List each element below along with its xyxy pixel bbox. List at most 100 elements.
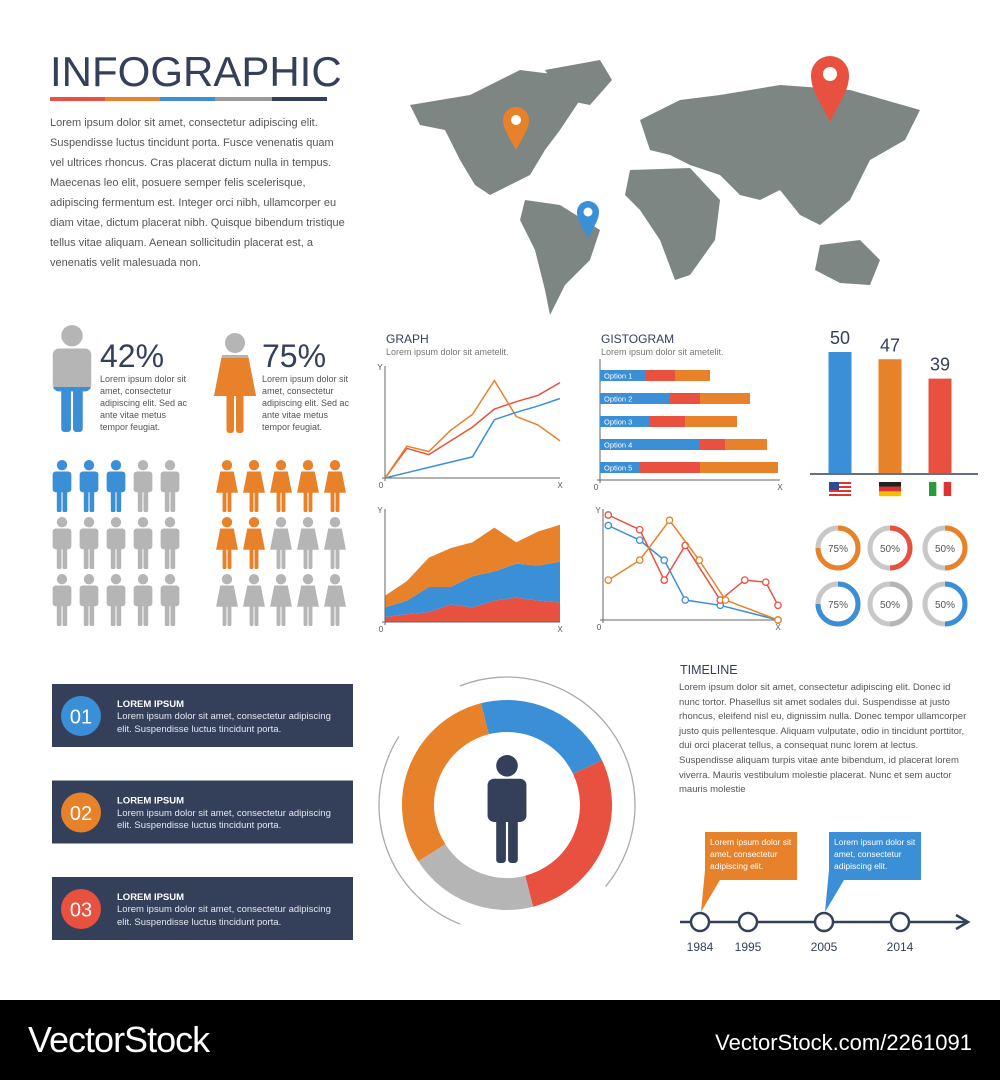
person-icon xyxy=(160,460,180,512)
percent-fill xyxy=(53,387,91,432)
origin-label: 0 xyxy=(597,623,602,632)
person-leg xyxy=(227,547,232,569)
person-leg xyxy=(61,387,71,432)
line-series xyxy=(384,381,561,479)
person-body xyxy=(106,528,126,550)
line-marker xyxy=(635,536,644,545)
flag-stripe xyxy=(879,482,901,487)
person-head xyxy=(496,755,518,777)
person-body xyxy=(243,471,265,493)
person-leg xyxy=(83,490,89,512)
bar-segment xyxy=(685,416,737,427)
person-body xyxy=(214,358,256,396)
person-leg xyxy=(170,490,176,512)
flag-canton xyxy=(829,482,839,490)
step-box xyxy=(52,684,353,747)
person-leg xyxy=(308,490,313,512)
person-leg xyxy=(508,817,518,863)
line-marker xyxy=(604,576,613,584)
person-body xyxy=(52,528,72,550)
value-label: 39 xyxy=(930,355,950,375)
flag-stripe xyxy=(829,484,851,486)
person-head xyxy=(83,574,95,585)
person-head xyxy=(164,517,176,528)
callout-box xyxy=(829,832,921,880)
person-icon xyxy=(297,460,319,512)
chart-subtitle: Lorem ipsum dolor sit ametelit. xyxy=(601,347,724,357)
bar-segment xyxy=(645,370,675,381)
step-title: LOREM IPSUM xyxy=(117,699,184,710)
person-head xyxy=(302,460,314,471)
person-leg xyxy=(276,490,281,512)
person-head xyxy=(221,517,233,528)
person-leg xyxy=(62,547,68,569)
map-pin xyxy=(503,107,529,150)
person-icon xyxy=(106,517,126,569)
step-box xyxy=(52,780,353,844)
map-pin xyxy=(811,56,849,122)
flag-stripe xyxy=(929,482,937,496)
person-body xyxy=(297,585,319,607)
person-head xyxy=(56,460,68,471)
person-head xyxy=(225,333,245,353)
callout-tail xyxy=(701,870,720,912)
bar xyxy=(878,359,902,473)
person-leg xyxy=(227,604,232,626)
map-pin-dot xyxy=(823,67,837,81)
person-body xyxy=(243,585,265,607)
bar-segment xyxy=(600,462,640,473)
step-badge xyxy=(61,792,101,833)
person-icon xyxy=(52,517,72,569)
donut-segment xyxy=(480,700,603,775)
person-head xyxy=(164,574,176,585)
line-marker xyxy=(774,616,782,624)
origin-label: 0 xyxy=(379,625,384,634)
person-head xyxy=(164,460,176,471)
person-head xyxy=(248,574,260,585)
category-label: Option 4 xyxy=(604,441,632,450)
person-leg xyxy=(276,547,281,569)
timeline-title: TIMELINE xyxy=(680,663,738,677)
person-leg xyxy=(281,604,286,626)
person-icon xyxy=(106,460,126,512)
continent xyxy=(625,168,720,280)
ring-arc xyxy=(944,525,968,571)
value-label: 47 xyxy=(880,335,900,355)
person-leg xyxy=(164,604,170,626)
person-head xyxy=(110,460,122,471)
line-marker xyxy=(635,556,644,565)
person-icon xyxy=(160,574,180,626)
donut-arrow xyxy=(378,736,461,925)
line-marker xyxy=(635,525,644,534)
person-leg xyxy=(143,490,149,512)
person-leg xyxy=(222,604,227,626)
line-series xyxy=(384,379,561,479)
person-leg xyxy=(170,604,176,626)
ring-arc xyxy=(815,581,861,627)
person-head xyxy=(248,460,260,471)
underline-segment xyxy=(215,97,272,101)
flag-stripe xyxy=(829,486,851,488)
y-axis-label: Y xyxy=(595,506,601,515)
person-leg xyxy=(249,547,254,569)
step-title: LOREM IPSUM xyxy=(117,892,184,903)
continent xyxy=(520,200,600,315)
ring-arc xyxy=(944,581,968,627)
flag-stripe xyxy=(829,488,851,490)
person-leg xyxy=(330,547,335,569)
line-series xyxy=(384,397,561,479)
percent-caption: Lorem ipsum dolor sit amet, consectetur … xyxy=(100,374,188,432)
person-body xyxy=(106,585,126,607)
person-leg xyxy=(56,604,62,626)
person-head xyxy=(110,574,122,585)
step-number: 01 xyxy=(70,707,92,729)
map-pins xyxy=(503,56,849,238)
person-leg xyxy=(496,817,506,863)
person-icon xyxy=(79,460,99,512)
icon-grid xyxy=(52,460,180,626)
ring-label: 50% xyxy=(880,600,900,611)
person-icon xyxy=(487,755,527,863)
person-leg xyxy=(254,490,259,512)
person-icon xyxy=(214,358,256,433)
step-box xyxy=(52,877,353,940)
